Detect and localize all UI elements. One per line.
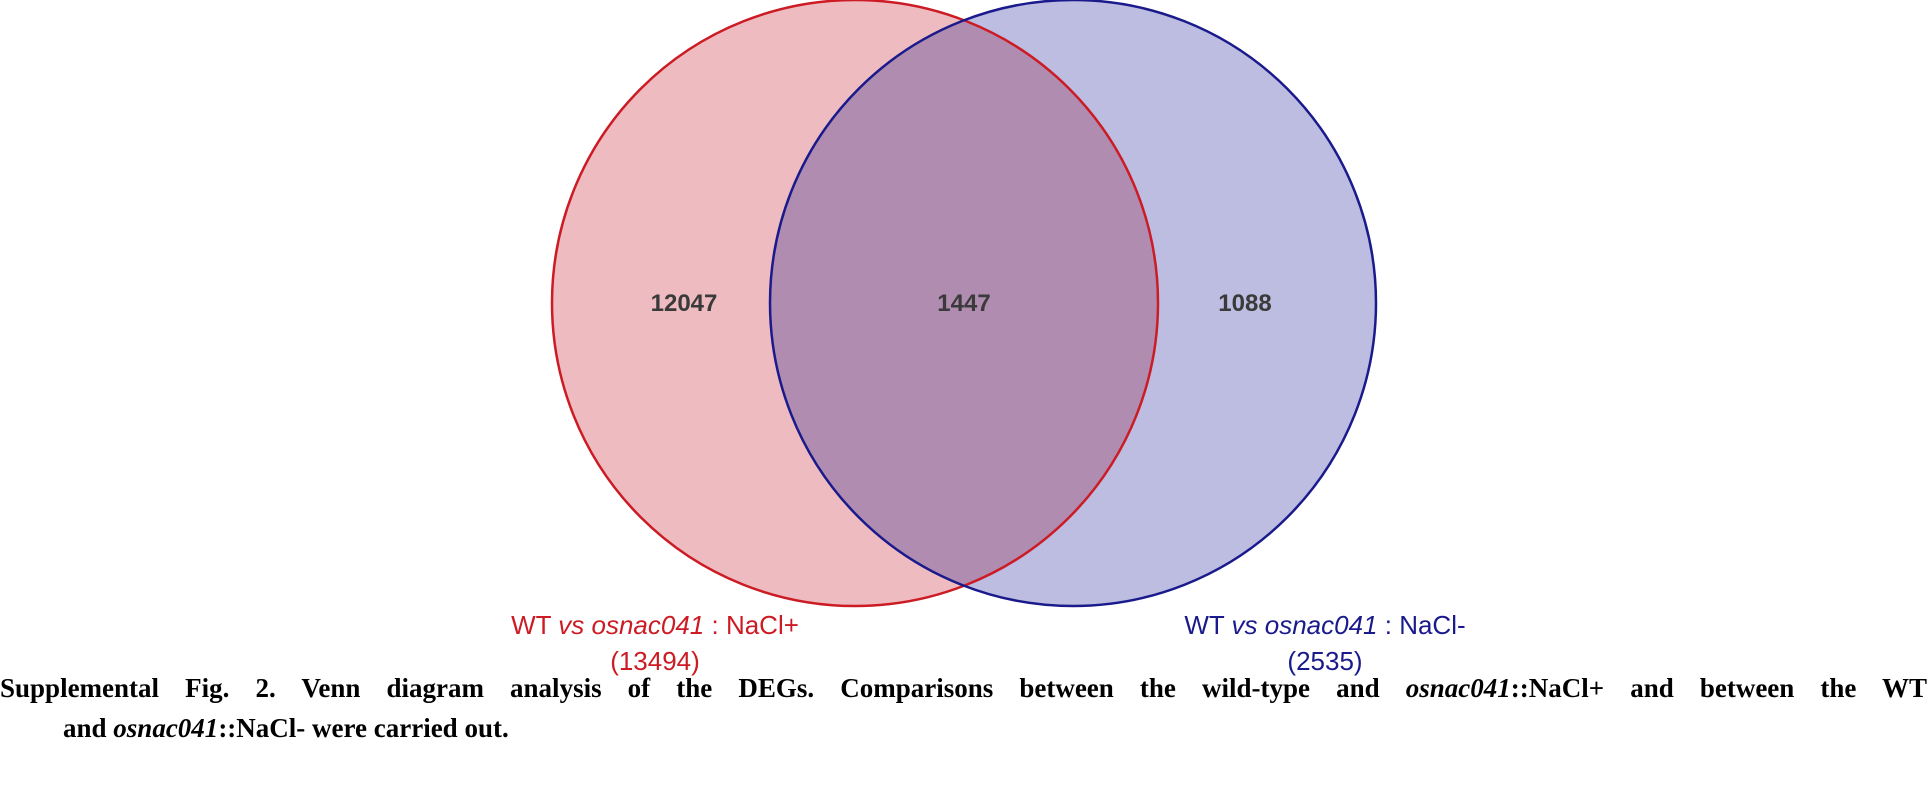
caption-line-1: Supplemental Fig. 2. Venn diagram analys… bbox=[0, 673, 1927, 703]
set-b-name: WT vs osnac041 : NaCl- bbox=[1184, 610, 1466, 640]
caption-line-2: and osnac041::NaCl- were carried out. bbox=[63, 713, 509, 743]
set-a-total: (13494) bbox=[610, 646, 700, 676]
set-b-label: WT vs osnac041 : NaCl- (2535) bbox=[1095, 607, 1555, 679]
figure-caption: Supplemental Fig. 2. Venn diagram analys… bbox=[0, 668, 1927, 748]
set-a-name: WT vs osnac041 : NaCl+ bbox=[511, 610, 799, 640]
set-b-total: (2535) bbox=[1287, 646, 1363, 676]
set-a-outline bbox=[550, 0, 1160, 608]
venn-diagram: 12047 1447 1088 bbox=[550, 0, 1378, 608]
intersection-count: 1447 bbox=[937, 290, 990, 317]
set-b-outline bbox=[768, 0, 1378, 608]
set-a-only-count: 12047 bbox=[651, 290, 718, 317]
intersection-region bbox=[770, 0, 1158, 606]
set-b-only-count: 1088 bbox=[1218, 290, 1271, 317]
set-a-label: WT vs osnac041 : NaCl+ (13494) bbox=[455, 607, 855, 679]
